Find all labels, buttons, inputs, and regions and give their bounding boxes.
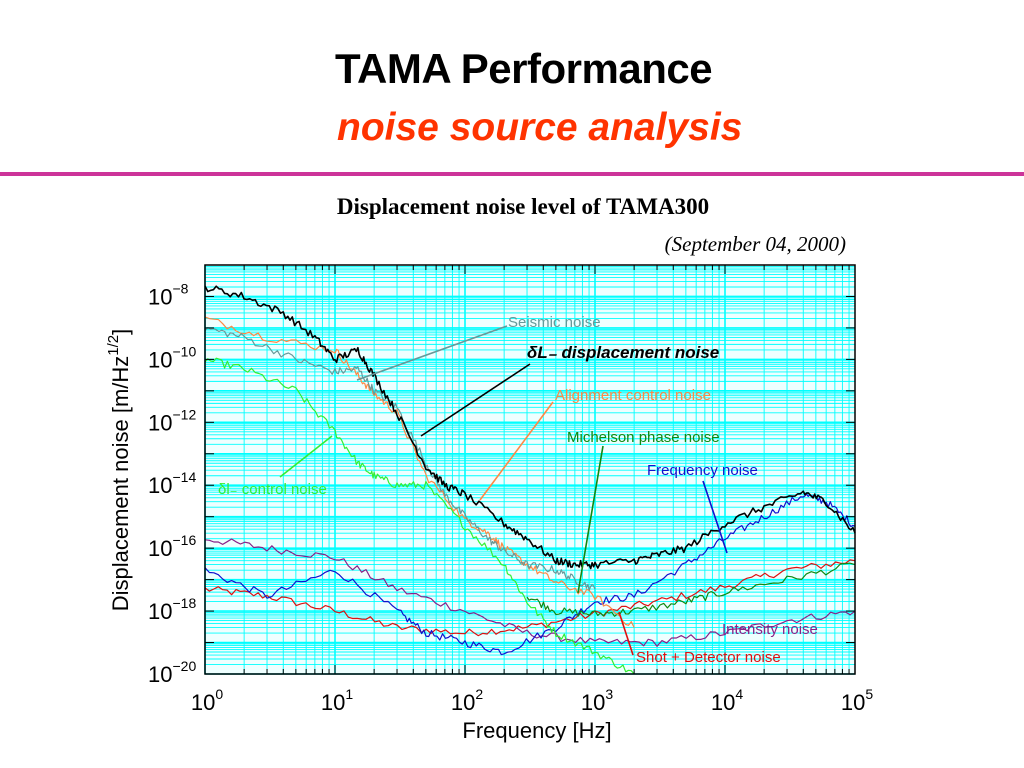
annotation-label: δl₋ control noise: [218, 481, 327, 498]
y-tick-label: 10−20: [148, 658, 196, 687]
series-line-seismic-noise: [204, 327, 596, 591]
series-line-l-control-noise: [204, 357, 635, 675]
x-tick-label: 105: [841, 686, 873, 715]
plot-frame: [204, 264, 856, 675]
axis-ticks: [204, 264, 855, 675]
y-tick-label: 10−14: [148, 469, 196, 498]
leader-line: [479, 401, 554, 501]
leader-line: [577, 445, 604, 594]
annotation-labels: Seismic noise δL₋ displacement noise Align…: [218, 314, 818, 666]
leader-line: [618, 611, 634, 656]
leader-line: [420, 363, 531, 437]
x-tick-label: 102: [451, 686, 483, 715]
annotation-label: Shot + Detector noise: [636, 649, 781, 666]
series-line-intensity-noise: [204, 538, 856, 647]
title-divider: [0, 172, 1024, 176]
leader-line: [702, 480, 728, 554]
chart-title: Displacement noise level of TAMA300: [337, 194, 709, 219]
annotation-label: Frequency noise: [647, 462, 758, 479]
annotation-label: Intensity noise: [722, 621, 818, 638]
y-tick-label: 10−16: [148, 532, 196, 561]
series-line-l-displacement-noise: [204, 285, 856, 570]
y-tick-label: 10−10: [148, 343, 196, 372]
x-tick-label: 103: [581, 686, 613, 715]
y-axis-label: Displacement noise [m/Hz1/2]: [105, 329, 133, 612]
axis-tick-labels: 100 101 102 103 104 105 10−8 10−10 10−12 10−14 10−…: [148, 280, 873, 715]
chart-date: (September 04, 2000): [665, 232, 846, 256]
y-tick-label: 10−8: [148, 280, 189, 309]
series-line-shot-detector-noise: [204, 559, 856, 637]
x-axis-label: Frequency [Hz]: [462, 718, 611, 743]
annotation-label: Alignment control noise: [555, 387, 711, 404]
series-layer: [204, 285, 856, 675]
leader-lines: [279, 325, 728, 656]
leader-line: [279, 435, 333, 478]
y-tick-label: 10−18: [148, 595, 196, 624]
annotation-label: Seismic noise: [508, 314, 601, 331]
series-line-michelson-phase-noise: [526, 562, 856, 617]
x-tick-label: 100: [191, 686, 223, 715]
slide-subtitle: noise source analysis: [337, 106, 743, 149]
x-tick-label: 101: [321, 686, 353, 715]
series-line-frequency-noise: [204, 493, 856, 656]
slide-title: TAMA Performance: [335, 45, 713, 92]
x-tick-label: 104: [711, 686, 743, 715]
y-tick-label: 10−12: [148, 406, 196, 435]
series-line-alignment-control-noise: [204, 316, 635, 628]
annotation-label: δL₋ displacement noise: [527, 343, 719, 362]
leader-line: [356, 325, 508, 381]
annotation-label: Michelson phase noise: [567, 429, 720, 446]
